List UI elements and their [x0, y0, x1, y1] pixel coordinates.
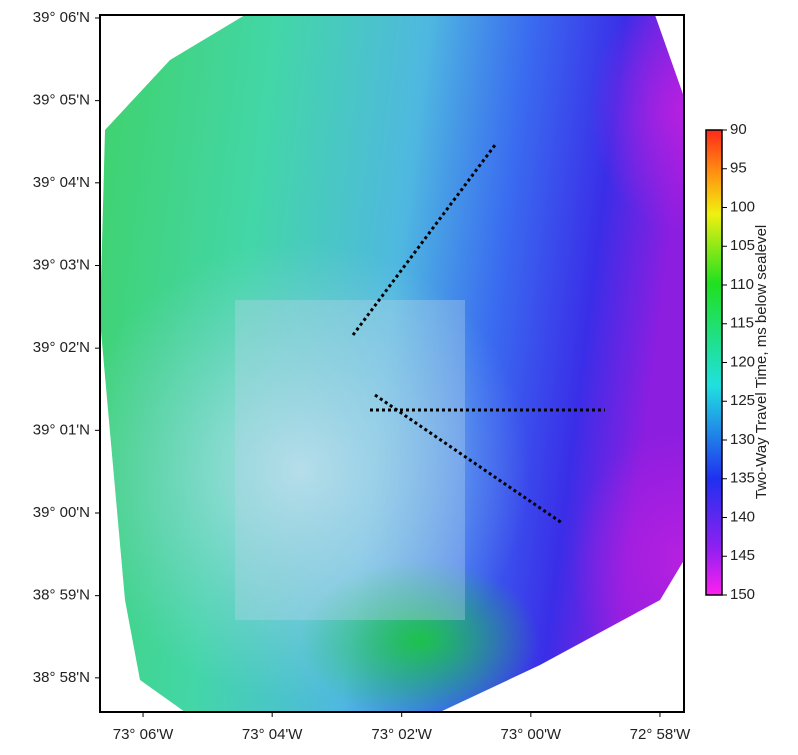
colorbar-tick-label: 115 — [730, 315, 754, 332]
colorbar-tick-label: 110 — [730, 276, 754, 293]
bathymetry — [70, 0, 790, 720]
colorbar-tick-label: 140 — [730, 508, 755, 525]
colorbar-tick-label: 120 — [730, 353, 755, 370]
colorbar-tick-label: 135 — [730, 470, 755, 487]
colorbar-tick-label: 105 — [730, 237, 755, 254]
lon-tick-label: 73° 00'W — [501, 726, 562, 743]
lon-tick-label: 72° 58'W — [630, 726, 691, 743]
lat-tick-label: 39° 06'N — [33, 9, 90, 26]
colorbar — [706, 130, 722, 595]
lon-tick-label: 73° 04'W — [242, 726, 303, 743]
lat-tick-label: 39° 03'N — [33, 256, 90, 273]
lat-tick-label: 39° 02'N — [33, 339, 90, 356]
colorbar-tick-label: 130 — [730, 431, 755, 448]
lat-tick-label: 39° 00'N — [33, 504, 90, 521]
colorbar-tick-label: 90 — [730, 121, 747, 138]
lon-tick-label: 73° 06'W — [113, 726, 174, 743]
lon-tick-label: 73° 02'W — [371, 726, 432, 743]
lat-tick-label: 39° 05'N — [33, 92, 90, 109]
lat-tick-label: 39° 04'N — [33, 174, 90, 191]
map-figure: Two-Way Travel Time, ms below sealevel 3… — [0, 0, 798, 750]
lat-tick-label: 39° 01'N — [33, 421, 90, 438]
colorbar-tick-label: 145 — [730, 547, 755, 564]
lat-tick-label: 38° 58'N — [33, 669, 90, 686]
colorbar-label: Two-Way Travel Time, ms below sealevel — [753, 225, 770, 500]
lat-tick-label: 38° 59'N — [33, 587, 90, 604]
colorbar-tick-label: 125 — [730, 392, 755, 409]
colorbar-tick-label: 150 — [730, 586, 755, 603]
colorbar-tick-label: 95 — [730, 160, 747, 177]
colorbar-tick-label: 100 — [730, 198, 755, 215]
